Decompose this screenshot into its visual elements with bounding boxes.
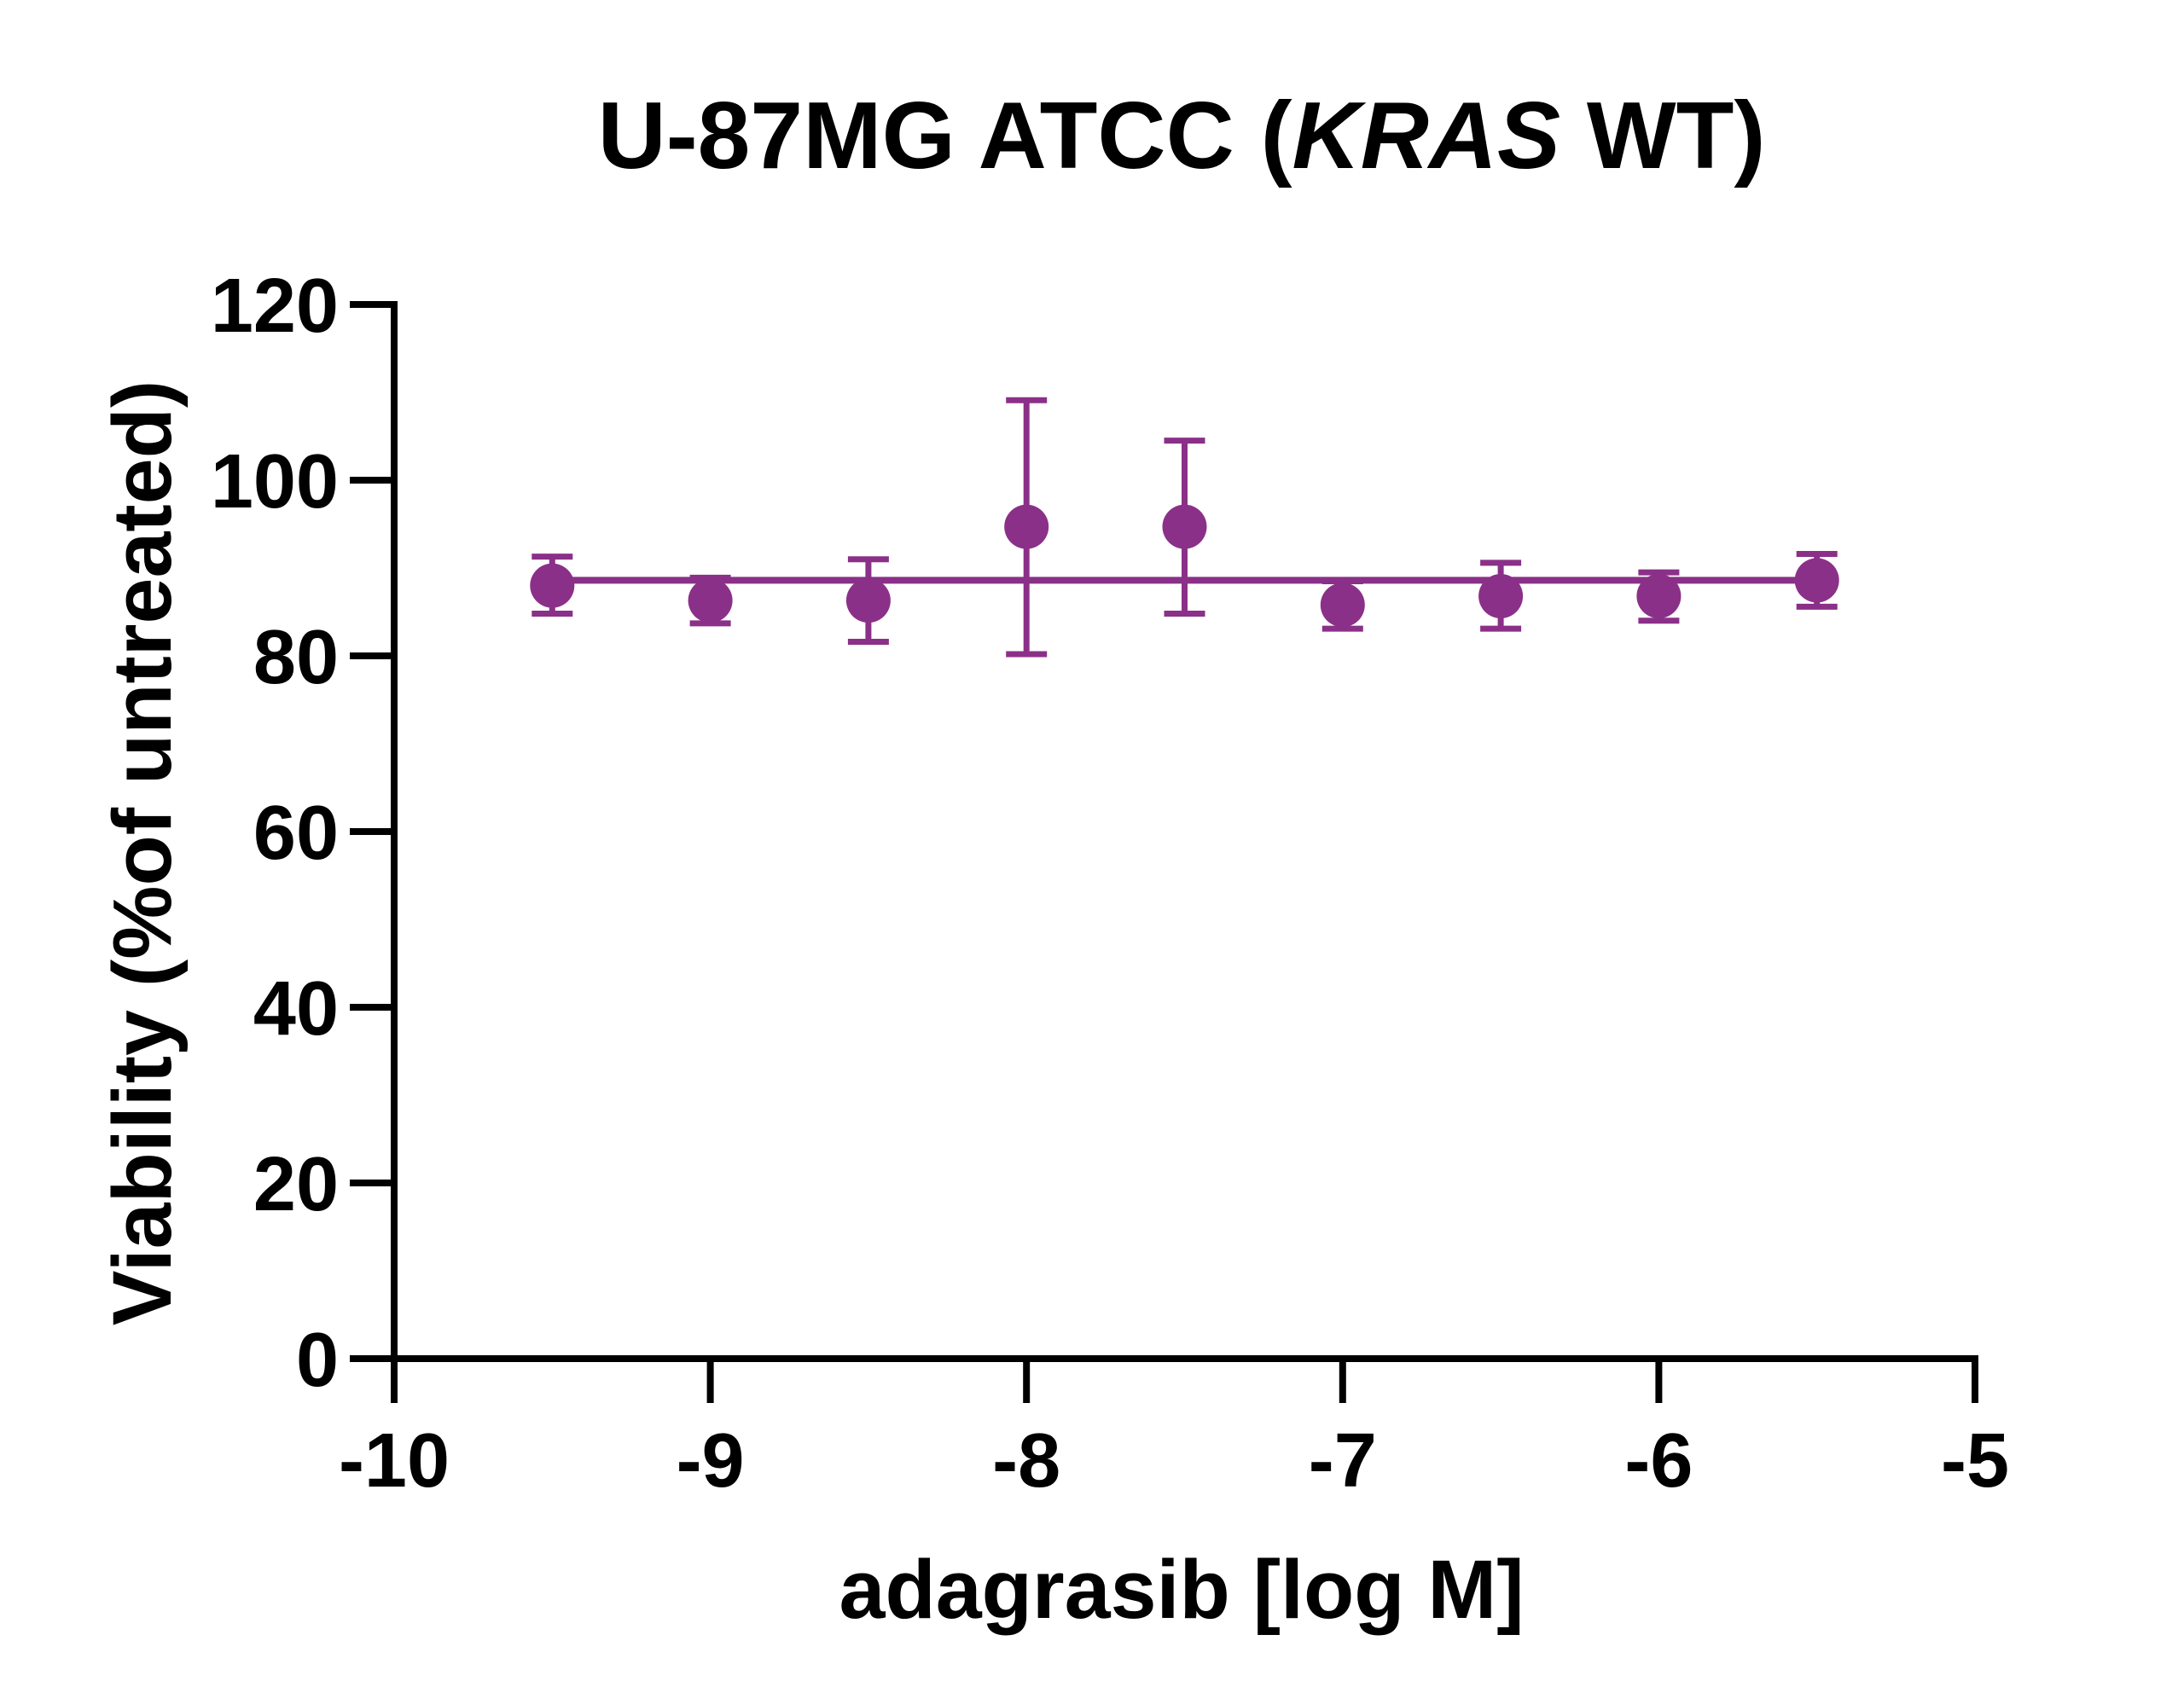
y-tick-label: 120 xyxy=(211,264,339,349)
x-tick-label: -6 xyxy=(1624,1418,1693,1504)
data-point xyxy=(1320,583,1365,628)
x-tick-label: -10 xyxy=(339,1418,450,1504)
chart-title-gene: KRAS xyxy=(1292,83,1561,188)
data-point xyxy=(688,578,733,623)
y-tick-label: 20 xyxy=(253,1142,339,1227)
x-tick-label: -5 xyxy=(1941,1418,2009,1504)
data-point xyxy=(1162,504,1207,549)
y-tick-label: 60 xyxy=(253,791,339,876)
data-points xyxy=(530,504,1839,628)
y-axis-label: Viability (%of untreated) xyxy=(96,380,189,1325)
ticks: 0 20 40 60 80 100 120 -10 -9 -8 -7 -6 -5 xyxy=(211,264,2009,1504)
y-tick-label: 80 xyxy=(253,615,339,700)
data-point xyxy=(845,578,891,623)
y-tick-label: 100 xyxy=(211,439,339,525)
data-point xyxy=(1478,573,1524,618)
x-tick-label: -7 xyxy=(1309,1418,1377,1504)
y-tick-label: 40 xyxy=(253,966,339,1052)
data-point xyxy=(1636,573,1682,618)
y-tick-label: 0 xyxy=(296,1318,339,1403)
x-tick-label: -9 xyxy=(677,1418,745,1504)
data-point xyxy=(530,563,575,608)
data-point xyxy=(1794,558,1839,603)
data-point xyxy=(1004,504,1049,549)
chart-title: U-87MG ATCC (KRAS WT) xyxy=(598,83,1766,188)
chart-title-prefix: U-87MG ATCC ( xyxy=(598,83,1292,188)
chart-title-suffix: WT) xyxy=(1560,83,1765,188)
x-tick-label: -8 xyxy=(992,1418,1060,1504)
x-axis-label: adagrasib [log M] xyxy=(839,1543,1525,1636)
